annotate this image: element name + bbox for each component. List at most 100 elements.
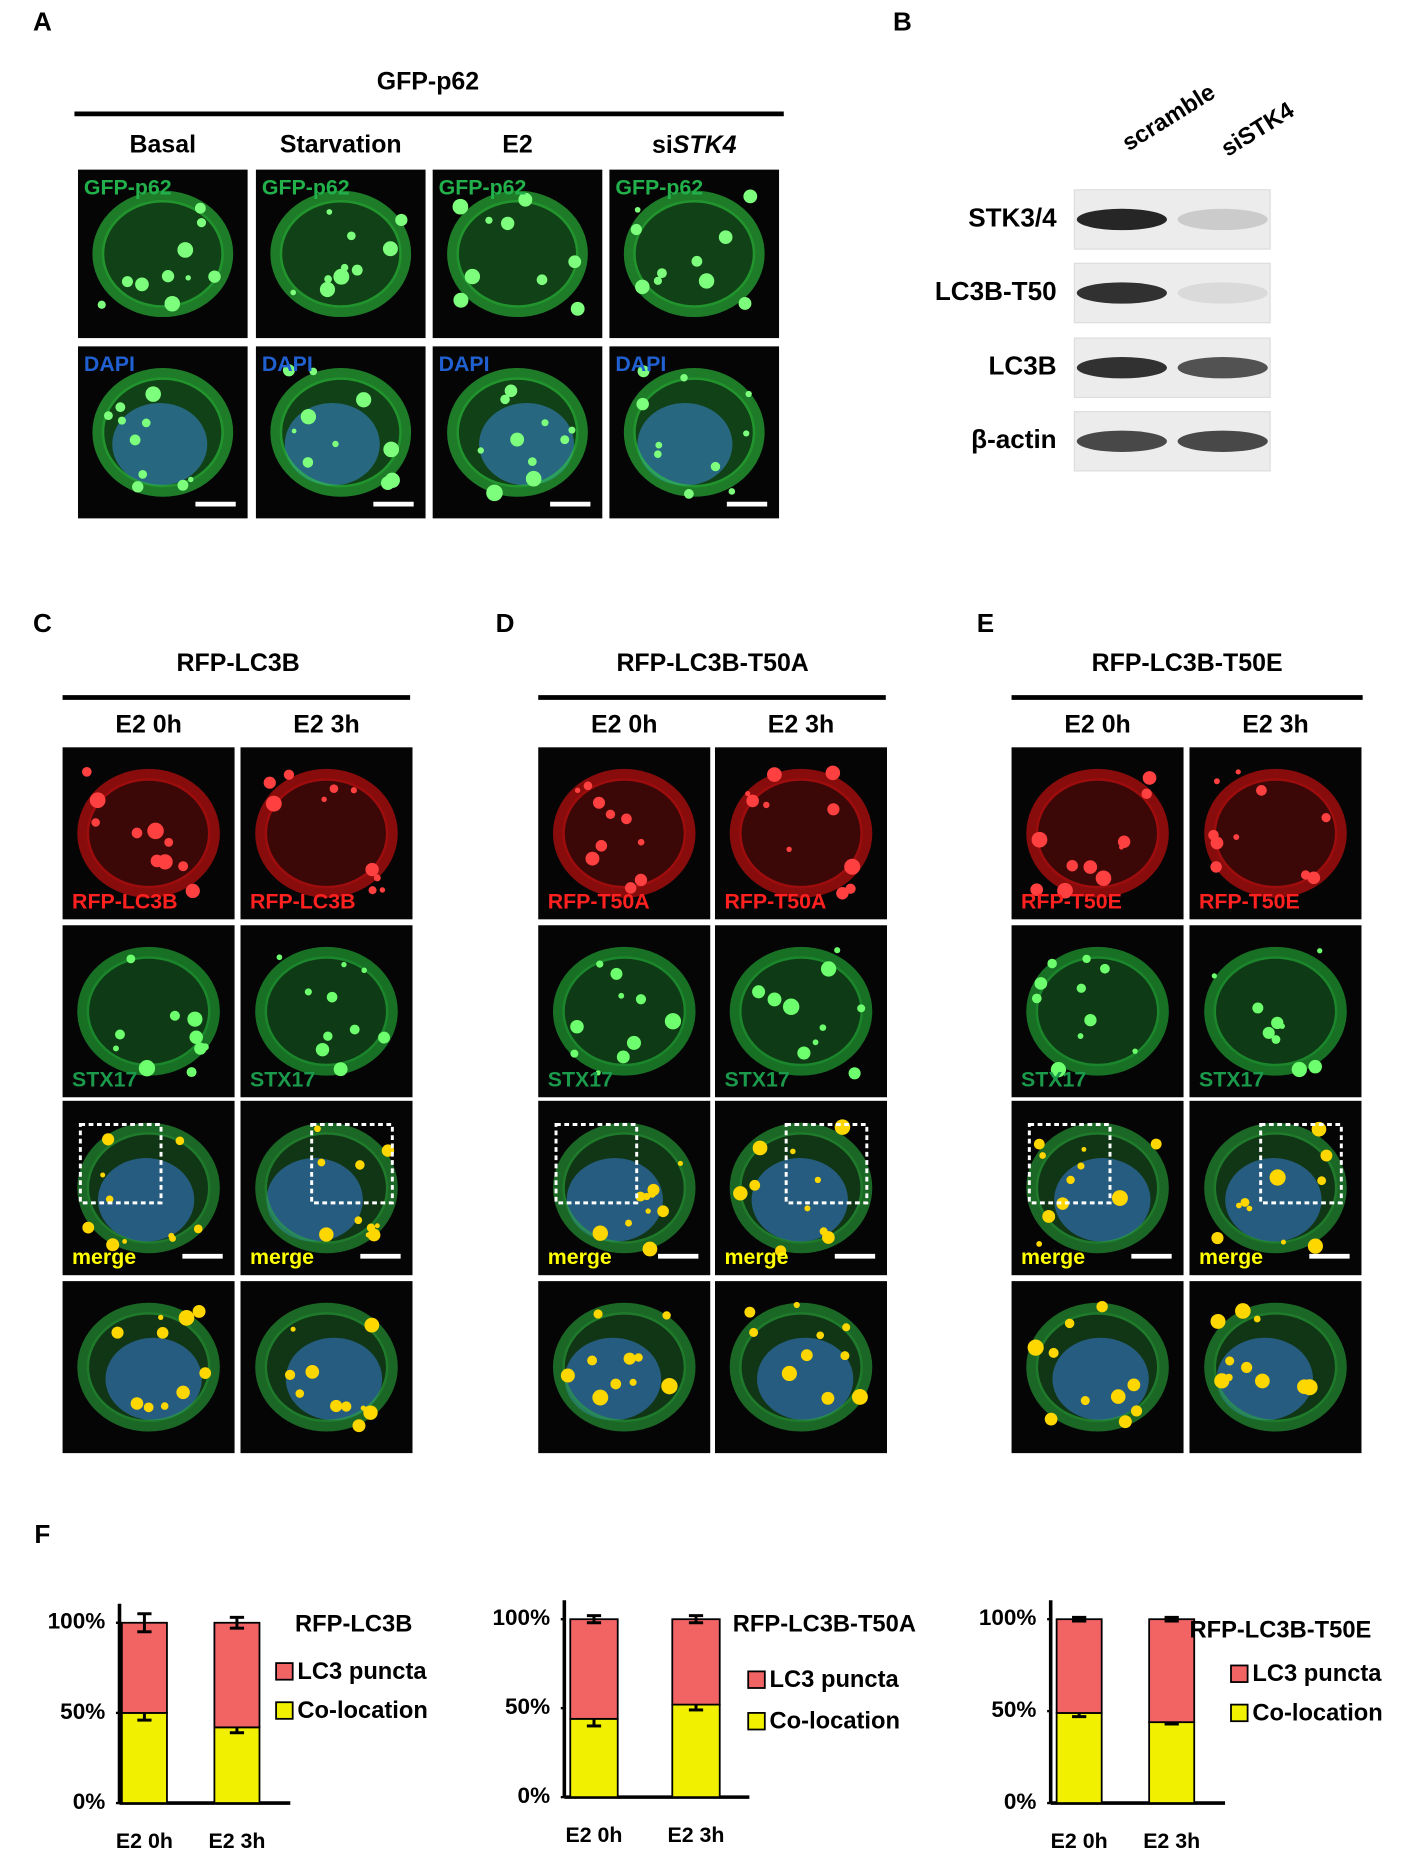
panel-letter: E: [977, 608, 994, 638]
nucleus: [1054, 1158, 1151, 1242]
punctum: [208, 270, 221, 283]
punctum: [1141, 788, 1152, 799]
punctum: [782, 998, 800, 1015]
punctum: [1064, 1318, 1075, 1329]
blot-label: STK3/4: [968, 202, 1057, 232]
punctum: [616, 1050, 630, 1064]
punctum: [194, 1042, 207, 1055]
punctum: [131, 827, 143, 839]
punctum: [89, 792, 106, 809]
punctum: [680, 373, 688, 382]
punctum: [186, 1067, 197, 1078]
channel-label: DAPI: [439, 352, 490, 376]
header-part: si: [652, 130, 673, 158]
punctum: [1252, 1002, 1264, 1014]
punctum: [610, 1378, 622, 1390]
punctum: [1117, 835, 1131, 848]
punctum: [354, 1216, 363, 1225]
punctum: [819, 1227, 828, 1236]
cytoplasm: [1213, 1132, 1338, 1244]
punctum: [164, 295, 181, 312]
y-tick-label: 100%: [493, 1605, 551, 1630]
bar-segment: [1055, 1712, 1103, 1804]
punctum: [169, 1235, 176, 1242]
punctum: [1320, 1149, 1333, 1162]
punctum: [1317, 1176, 1327, 1186]
cytoplasm: [101, 199, 224, 308]
punctum: [1301, 1379, 1318, 1396]
channel-label: DAPI: [262, 352, 313, 376]
error-bar: [1072, 1615, 1087, 1623]
channel-label: merge: [250, 1245, 314, 1269]
punctum: [657, 268, 667, 279]
cytoplasm: [101, 377, 224, 488]
legend-title: RFP-LC3B: [295, 1611, 412, 1637]
punctum: [314, 1125, 321, 1133]
punctum: [653, 276, 663, 285]
channel-label: STX17: [724, 1067, 789, 1091]
cell: [1026, 768, 1169, 898]
punctum: [595, 840, 608, 852]
punctum: [1080, 1396, 1090, 1406]
panel-letter: F: [34, 1519, 50, 1549]
punctum: [1271, 1035, 1281, 1044]
zoom-box: [78, 1123, 163, 1205]
panel-letter: A: [33, 7, 52, 37]
channel-label: STX17: [250, 1067, 315, 1091]
punctum: [775, 1245, 787, 1257]
cell: [1026, 946, 1169, 1076]
punctum: [624, 882, 637, 894]
punctum: [1056, 1197, 1069, 1210]
cell: [729, 946, 873, 1076]
channel-label: GFP-p62: [439, 175, 527, 199]
punctum: [1246, 1205, 1253, 1212]
punctum: [635, 279, 650, 295]
punctum: [138, 1060, 156, 1077]
channel-label: DAPI: [84, 352, 135, 376]
punctum: [305, 1365, 320, 1379]
punctum: [1262, 1026, 1275, 1039]
punctum: [1233, 834, 1240, 841]
punctum: [111, 1326, 124, 1339]
punctum: [1253, 1315, 1261, 1323]
punctum: [135, 277, 149, 292]
punctum: [1076, 983, 1086, 993]
punctum: [363, 1405, 378, 1420]
column-header: E2: [502, 130, 532, 158]
punctum: [309, 367, 318, 376]
punctum: [1111, 1190, 1128, 1206]
cell: [92, 367, 234, 497]
bar-segment: [1055, 1618, 1103, 1714]
punctum: [618, 992, 625, 999]
column-header: E2 0h: [591, 711, 657, 739]
punctum: [347, 231, 356, 241]
panel-title: GFP-p62: [377, 68, 479, 96]
legend-label: Co-location: [297, 1698, 427, 1724]
punctum: [1211, 1231, 1224, 1245]
y-tick-label: 100%: [979, 1605, 1037, 1630]
legend-title: RFP-LC3B-T50A: [733, 1611, 916, 1637]
punctum: [1317, 948, 1323, 954]
punctum: [1235, 1202, 1242, 1209]
punctum: [185, 883, 200, 899]
punctum: [1142, 771, 1157, 785]
punctum: [504, 384, 518, 398]
punctum: [592, 1225, 608, 1241]
punctum: [1300, 870, 1311, 880]
punctum: [677, 1160, 683, 1167]
cytoplasm: [264, 956, 389, 1067]
punctum: [621, 813, 632, 825]
punctum: [326, 209, 333, 215]
punctum: [857, 1004, 866, 1013]
punctum: [642, 1241, 658, 1257]
punctum: [300, 409, 317, 425]
punctum: [1077, 1033, 1084, 1039]
punctum: [291, 428, 297, 434]
punctum: [812, 1039, 819, 1046]
panel-title: RFP-LC3B-T50E: [1092, 649, 1283, 677]
band: [1076, 208, 1167, 231]
cell: [729, 768, 873, 898]
error-bar: [688, 1614, 704, 1625]
punctum: [752, 985, 766, 999]
cell: [1204, 1302, 1347, 1432]
